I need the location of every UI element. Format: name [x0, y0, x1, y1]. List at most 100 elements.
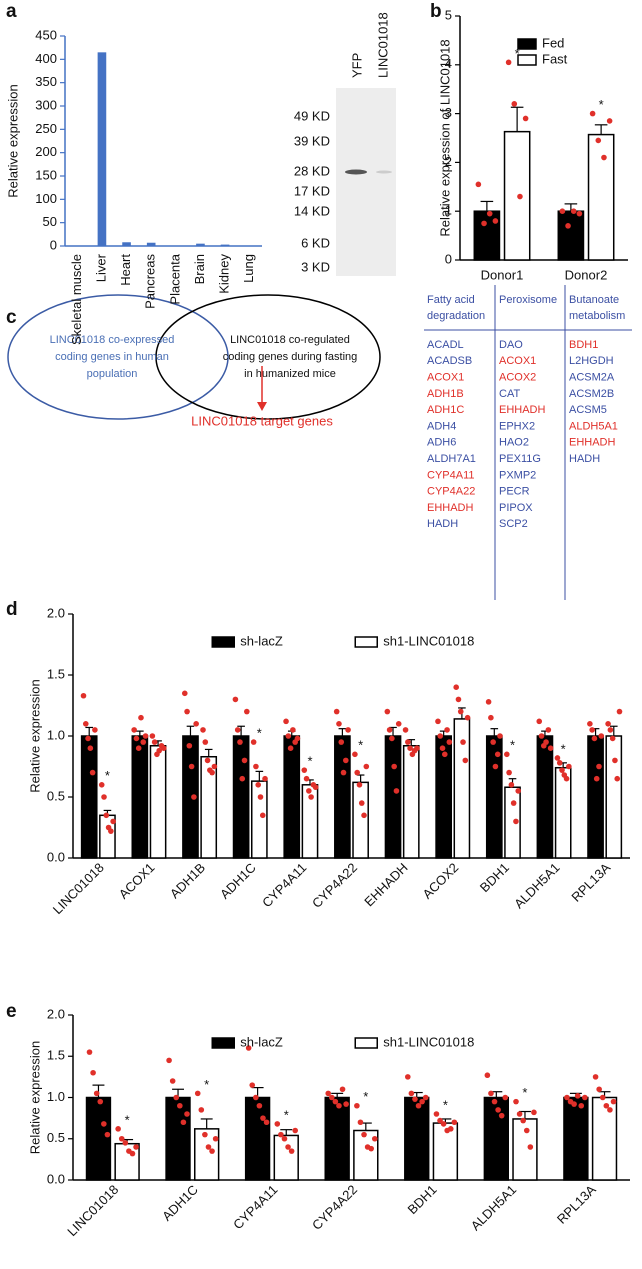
- error-bar: [609, 725, 618, 736]
- data-point: [312, 784, 319, 791]
- y-tick-label: 450: [35, 27, 57, 42]
- data-point: [447, 1126, 454, 1132]
- data-point: [389, 735, 395, 742]
- data-point: [437, 733, 444, 739]
- significance: *: [204, 1077, 209, 1092]
- data-point: [386, 727, 393, 733]
- data-point: [131, 727, 137, 733]
- data-point: [556, 760, 563, 766]
- bar: [220, 244, 230, 246]
- data-point: [484, 1072, 491, 1079]
- data-point: [129, 1150, 136, 1157]
- data-point: [455, 696, 462, 703]
- data-point: [211, 763, 218, 770]
- x-tick-label: ACOX1: [116, 860, 158, 902]
- data-point: [358, 800, 365, 806]
- data-point: [177, 1102, 183, 1109]
- data-point: [492, 763, 499, 770]
- venn-text: population: [87, 368, 138, 380]
- significance: *: [510, 738, 515, 753]
- bar: [334, 735, 351, 859]
- error-bar: [338, 728, 347, 736]
- data-point: [87, 745, 94, 751]
- data-point: [538, 733, 545, 739]
- gene: HAO2: [499, 437, 529, 449]
- significance: *: [358, 738, 363, 753]
- data-point: [498, 1112, 505, 1119]
- data-point: [332, 1098, 339, 1105]
- significance: *: [284, 1107, 289, 1122]
- data-point: [565, 223, 571, 229]
- x-tick-label: RPL13A: [568, 860, 613, 905]
- y-tick-label: 0.5: [47, 1130, 65, 1145]
- x-tick-label: Donor1: [481, 267, 524, 282]
- data-point: [595, 137, 602, 144]
- venn-circle: [155, 294, 381, 420]
- y-axis-label: Relative expression: [27, 679, 42, 792]
- bar: [196, 243, 205, 246]
- x-tick-label: CYP4A11: [259, 860, 309, 910]
- data-point: [343, 757, 349, 764]
- gene: BDH1: [569, 339, 598, 351]
- data-point: [391, 763, 397, 770]
- data-point: [200, 727, 206, 733]
- y-tick-label: 100: [35, 191, 57, 206]
- data-point: [274, 1121, 281, 1127]
- gene: ADH6: [427, 437, 456, 449]
- data-point: [361, 1131, 367, 1138]
- data-point: [343, 1101, 349, 1107]
- data-point: [82, 721, 89, 727]
- data-point: [571, 1101, 577, 1107]
- data-point: [545, 727, 552, 733]
- bar: [131, 735, 149, 859]
- data-point: [166, 1057, 172, 1064]
- lane-label: LINC01018: [375, 12, 390, 78]
- bar: [605, 735, 623, 859]
- data-point: [263, 1119, 270, 1126]
- data-point: [103, 812, 110, 819]
- venn-text: LINC01018 co-regulated: [230, 334, 350, 346]
- error-bar: [356, 774, 365, 783]
- y-tick-label: 0.0: [47, 1171, 65, 1186]
- data-point: [239, 775, 246, 782]
- data-point: [80, 692, 87, 699]
- bar: [402, 745, 420, 859]
- bar: [536, 735, 554, 859]
- data-point: [408, 1090, 415, 1097]
- gene: ACSM2A: [569, 372, 615, 384]
- data-point: [325, 1090, 332, 1097]
- data-point: [607, 1107, 613, 1113]
- data-point: [339, 1086, 346, 1093]
- data-point: [605, 721, 611, 727]
- data-point: [181, 690, 188, 697]
- bar: [587, 133, 615, 261]
- x-tick-label: CYP4A22: [309, 1182, 360, 1233]
- data-point: [361, 812, 367, 819]
- x-tick-label: RPL13A: [554, 1182, 599, 1227]
- data-point: [336, 721, 342, 727]
- data-point: [576, 210, 583, 217]
- y-tick-label: 1.0: [47, 727, 65, 742]
- x-tick-label: Kidney: [217, 254, 232, 294]
- bar: [324, 1096, 350, 1181]
- data-point: [244, 708, 250, 715]
- data-point: [368, 1145, 374, 1152]
- data-point: [249, 1082, 256, 1088]
- data-point: [198, 1107, 205, 1113]
- legend-swatch: [354, 636, 378, 648]
- data-point: [329, 1094, 335, 1101]
- data-point: [439, 745, 446, 751]
- error-bar: [510, 106, 524, 132]
- data-point: [481, 220, 487, 227]
- significance: *: [522, 1085, 527, 1100]
- y-tick-label: 2.0: [47, 605, 65, 620]
- y-tick-label: 1.0: [47, 1089, 65, 1104]
- error-bar: [136, 730, 144, 736]
- x-tick-label: LINC01018: [50, 860, 107, 917]
- data-point: [599, 1094, 606, 1101]
- data-point: [616, 708, 623, 715]
- data-point: [186, 742, 193, 749]
- data-point: [133, 735, 140, 742]
- x-tick-label: Donor2: [565, 267, 608, 282]
- x-tick-label: EHHADH: [361, 860, 410, 909]
